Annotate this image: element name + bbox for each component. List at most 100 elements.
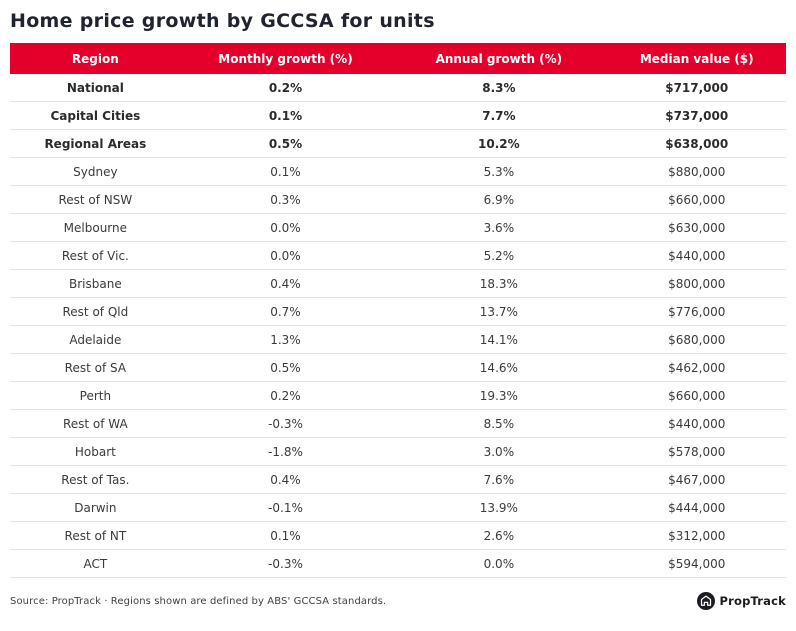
cell-annual: 8.3% (482, 80, 516, 95)
cell-region: Perth (79, 388, 112, 403)
cell-monthly: 0.1% (268, 108, 303, 123)
cell-monthly: -1.8% (268, 444, 303, 459)
cell-annual: 8.5% (483, 416, 515, 431)
cell-region: Rest of Vic. (61, 248, 129, 263)
table-row: Darwin -0.1% 13.9% $444,000 (10, 494, 786, 522)
cell-monthly: 0.5% (268, 136, 303, 151)
cell-annual: 5.3% (483, 164, 515, 179)
cell-median: $444,000 (668, 500, 726, 515)
footer: Source: PropTrack · Regions shown are de… (10, 578, 786, 610)
proptrack-logo: PropTrack (697, 592, 786, 610)
cell-region: Rest of SA (64, 360, 127, 375)
cell-region: Melbourne (63, 220, 128, 235)
cell-region: Capital Cities (50, 108, 141, 123)
cell-median: $800,000 (668, 276, 726, 291)
cell-region: ACT (83, 556, 108, 571)
cell-annual: 7.6% (483, 472, 515, 487)
table-row: Melbourne 0.0% 3.6% $630,000 (10, 214, 786, 242)
table-row: Rest of Qld 0.7% 13.7% $776,000 (10, 298, 786, 326)
cell-region: Adelaide (69, 332, 122, 347)
table-row: Rest of NSW 0.3% 6.9% $660,000 (10, 186, 786, 214)
cell-monthly: 1.3% (270, 332, 301, 347)
cell-median: $440,000 (668, 416, 726, 431)
cell-annual: 3.0% (483, 444, 515, 459)
table-row: ACT -0.3% 0.0% $594,000 (10, 550, 786, 578)
cell-monthly: 0.2% (270, 388, 301, 403)
cell-monthly: 0.0% (270, 220, 301, 235)
cell-annual: 14.1% (479, 332, 518, 347)
table-row: Capital Cities 0.1% 7.7% $737,000 (10, 102, 786, 130)
table-row: Hobart -1.8% 3.0% $578,000 (10, 438, 786, 466)
cell-monthly: 0.2% (268, 80, 303, 95)
cell-annual: 7.7% (482, 108, 516, 123)
cell-region: Rest of NSW (58, 192, 133, 207)
cell-median: $737,000 (665, 108, 729, 123)
cell-monthly: 0.0% (270, 248, 301, 263)
cell-region: Rest of NT (64, 528, 127, 543)
cell-annual: 6.9% (483, 192, 515, 207)
cell-annual: 5.2% (483, 248, 515, 263)
cell-median: $312,000 (668, 528, 726, 543)
cell-median: $717,000 (665, 80, 729, 95)
cell-monthly: 0.4% (270, 276, 301, 291)
cell-monthly: -0.1% (268, 500, 303, 515)
cell-region: Hobart (74, 444, 116, 459)
cell-region: Sydney (73, 164, 118, 179)
cell-monthly: 0.7% (270, 304, 301, 319)
cell-median: $880,000 (668, 164, 726, 179)
cell-median: $578,000 (668, 444, 726, 459)
cell-annual: 18.3% (479, 276, 518, 291)
cell-median: $660,000 (668, 192, 726, 207)
source-note: Source: PropTrack · Regions shown are de… (10, 595, 387, 607)
cell-annual: 10.2% (478, 136, 520, 151)
cell-annual: 14.6% (479, 360, 518, 375)
cell-median: $594,000 (668, 556, 726, 571)
table-row: Sydney 0.1% 5.3% $880,000 (10, 158, 786, 186)
cell-region: Rest of WA (62, 416, 128, 431)
cell-monthly: 0.1% (270, 528, 301, 543)
table-row: Rest of Vic. 0.0% 5.2% $440,000 (10, 242, 786, 270)
cell-region: Regional Areas (44, 136, 147, 151)
cell-annual: 3.6% (483, 220, 515, 235)
cell-median: $440,000 (668, 248, 726, 263)
cell-median: $660,000 (668, 388, 726, 403)
cell-median: $630,000 (668, 220, 726, 235)
cell-region: Darwin (74, 500, 117, 515)
table-body: National 0.2% 8.3% $717,000 Capital Citi… (10, 74, 786, 578)
cell-median: $638,000 (665, 136, 729, 151)
table-row: Brisbane 0.4% 18.3% $800,000 (10, 270, 786, 298)
table-row: Rest of NT 0.1% 2.6% $312,000 (10, 522, 786, 550)
cell-median: $776,000 (668, 304, 726, 319)
page: Home price growth by GCCSA for units Reg… (10, 10, 786, 610)
cell-region: Rest of Tas. (61, 472, 130, 487)
cell-annual: 0.0% (483, 556, 515, 571)
cell-median: $680,000 (668, 332, 726, 347)
proptrack-home-icon (697, 592, 716, 610)
cell-monthly: 0.1% (270, 164, 301, 179)
page-title: Home price growth by GCCSA for units (10, 10, 435, 32)
cell-monthly: -0.3% (268, 556, 303, 571)
cell-annual: 2.6% (483, 528, 515, 543)
header-cell-annual: Annual growth (%) (435, 51, 563, 66)
cell-region: National (66, 80, 124, 95)
table-row: Rest of SA 0.5% 14.6% $462,000 (10, 354, 786, 382)
cell-monthly: 0.4% (270, 472, 301, 487)
cell-annual: 13.7% (479, 304, 518, 319)
table-row: National 0.2% 8.3% $717,000 (10, 74, 786, 102)
cell-annual: 13.9% (479, 500, 518, 515)
header-cell-monthly: Monthly growth (%) (218, 51, 353, 66)
table-row: Rest of Tas. 0.4% 7.6% $467,000 (10, 466, 786, 494)
table-row: Rest of WA -0.3% 8.5% $440,000 (10, 410, 786, 438)
cell-median: $467,000 (668, 472, 726, 487)
table-row: Perth 0.2% 19.3% $660,000 (10, 382, 786, 410)
cell-annual: 19.3% (479, 388, 518, 403)
cell-median: $462,000 (668, 360, 726, 375)
header-cell-median: Median value ($) (639, 51, 754, 66)
table-header: Region Monthly growth (%) Annual growth … (10, 43, 786, 74)
cell-region: Brisbane (69, 276, 122, 291)
header-cell-region: Region (71, 51, 119, 66)
table-row: Regional Areas 0.5% 10.2% $638,000 (10, 130, 786, 158)
table-row: Adelaide 1.3% 14.1% $680,000 (10, 326, 786, 354)
cell-monthly: 0.3% (270, 192, 301, 207)
proptrack-logo-text: PropTrack (719, 594, 786, 608)
